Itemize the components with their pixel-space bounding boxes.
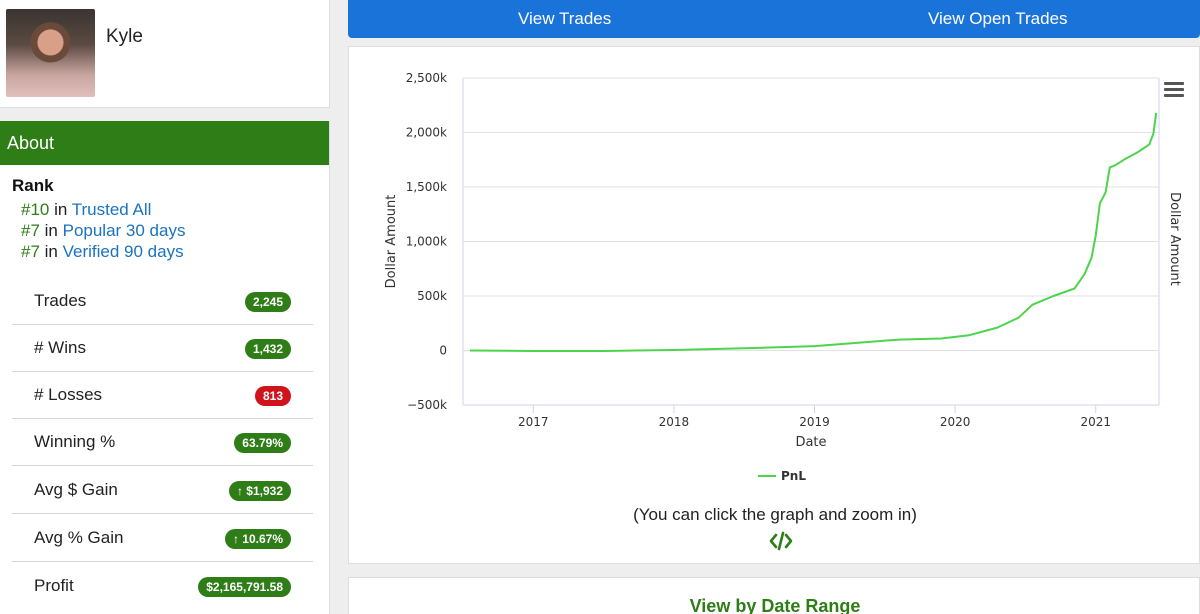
chart-hint: (You can click the graph and zoom in)	[633, 505, 917, 524]
x-tick-label: 2019	[799, 415, 830, 429]
stat-row-avg-pct-gain: Avg % Gain ↑ 10.67%	[12, 515, 313, 562]
stat-label: # Wins	[34, 338, 86, 357]
view-open-trades-button[interactable]: View Open Trades	[928, 9, 1068, 28]
stat-badge: 2,245	[244, 292, 291, 312]
profile-name: Kyle	[106, 26, 143, 47]
stat-row-profit: Profit $2,165,791.58	[12, 563, 313, 610]
stat-row-winning-pct: Winning % 63.79%	[12, 419, 313, 466]
date-range-title[interactable]: View by Date Range	[689, 596, 861, 614]
x-tick-label: 2021	[1080, 415, 1111, 429]
embed-code-icon[interactable]	[769, 531, 793, 551]
stat-label: Profit	[34, 576, 74, 595]
rank-in: in	[39, 242, 63, 261]
pnl-chart-card: −500k 0 500k 1,000k 1,500k 2,000k 2,500k 2017 20…	[348, 46, 1200, 564]
y-axis-title: Dollar Amount	[384, 195, 399, 289]
about-panel: About Rank #10 in Trusted All #7 in Popu…	[0, 121, 330, 614]
y-tick-label: −500k	[407, 398, 447, 412]
rank-link-trusted-all[interactable]: Trusted All	[71, 200, 152, 219]
stat-label: Avg % Gain	[34, 528, 124, 547]
stat-badge: ↑ $1,932	[228, 481, 291, 501]
rank-link-verified-90-days[interactable]: Verified 90 days	[62, 242, 184, 261]
stat-label: Avg $ Gain	[34, 480, 118, 499]
stat-badge: ↑ 10.67%	[224, 529, 291, 549]
rank-line: #10 in Trusted All	[21, 200, 151, 220]
rank-title: Rank	[12, 176, 54, 195]
stat-row-avg-dollar-gain: Avg $ Gain ↑ $1,932	[12, 467, 313, 514]
y-tick-label: 500k	[417, 289, 447, 303]
profile-card: Kyle	[0, 0, 330, 108]
y-tick-label: 1,000k	[406, 235, 447, 249]
y-tick-label: 2,500k	[406, 71, 447, 85]
about-header: About	[0, 121, 329, 165]
stat-badge: 813	[254, 386, 291, 406]
pnl-chart[interactable]: −500k 0 500k 1,000k 1,500k 2,000k 2,500k 2017 20…	[349, 47, 1199, 497]
y-axis-title-right: Dollar Amount	[1167, 192, 1182, 286]
stat-row-losses: # Losses 813	[12, 372, 313, 419]
legend-label: PnL	[781, 469, 806, 483]
series-line-pnl	[469, 112, 1158, 352]
rank-number: #7	[21, 242, 40, 261]
stat-label: Winning %	[34, 432, 116, 451]
trades-nav-bar: View Trades View Open Trades	[348, 0, 1200, 38]
stat-badge: 1,432	[244, 339, 291, 359]
x-axis-title: Date	[795, 435, 826, 450]
y-tick-label: 1,500k	[406, 180, 447, 194]
x-tick-label: 2020	[940, 415, 971, 429]
rank-number: #7	[21, 221, 40, 240]
stat-label: # Losses	[34, 385, 103, 404]
avatar[interactable]	[6, 9, 95, 97]
rank-in: in	[39, 221, 63, 240]
rank-in: in	[49, 200, 72, 219]
stat-badge: 63.79%	[234, 433, 291, 453]
x-tick-label: 2017	[518, 415, 549, 429]
x-tick-label: 2018	[659, 415, 690, 429]
rank-line: #7 in Popular 30 days	[21, 221, 185, 241]
rank-link-popular-30-days[interactable]: Popular 30 days	[62, 221, 186, 240]
rank-line: #7 in Verified 90 days	[21, 242, 184, 262]
stat-badge: $2,165,791.58	[198, 577, 291, 597]
stat-row-trades: Trades 2,245	[12, 278, 313, 325]
date-range-card: View by Date Range	[348, 577, 1200, 614]
rank-number: #10	[21, 200, 50, 219]
view-trades-button[interactable]: View Trades	[518, 9, 612, 28]
y-tick-label: 0	[439, 344, 447, 358]
stat-label: Trades	[34, 291, 87, 310]
y-tick-label: 2,000k	[406, 126, 447, 140]
stat-row-wins: # Wins 1,432	[12, 325, 313, 372]
hamburger-menu-icon[interactable]	[1164, 82, 1184, 98]
